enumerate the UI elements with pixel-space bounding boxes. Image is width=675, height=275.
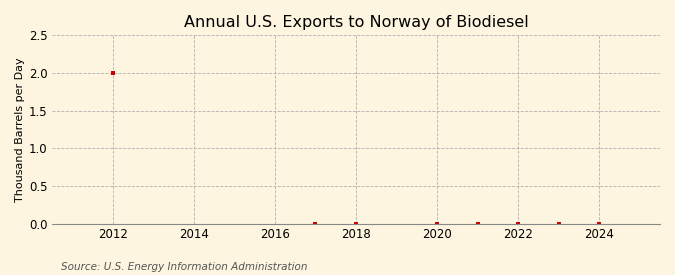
Title: Annual U.S. Exports to Norway of Biodiesel: Annual U.S. Exports to Norway of Biodies… <box>184 15 529 30</box>
Y-axis label: Thousand Barrels per Day: Thousand Barrels per Day <box>15 57 25 202</box>
Text: Source: U.S. Energy Information Administration: Source: U.S. Energy Information Administ… <box>61 262 307 272</box>
